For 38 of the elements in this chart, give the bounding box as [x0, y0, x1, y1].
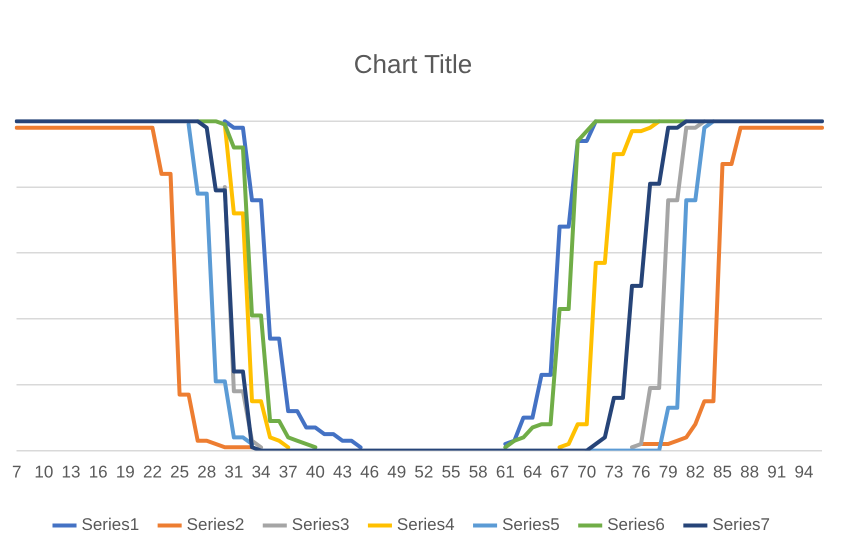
- legend-label: Series1: [82, 515, 140, 534]
- x-tick-label: 28: [197, 462, 216, 482]
- x-tick-label: 82: [686, 462, 705, 482]
- legend-label: Series4: [396, 515, 455, 534]
- legend-label: Series3: [292, 515, 350, 534]
- x-tick-label: 34: [252, 462, 270, 482]
- x-tick-label: 79: [658, 462, 678, 482]
- x-tick-label: 37: [278, 462, 298, 482]
- x-tick-label: 40: [306, 462, 325, 482]
- x-tick-label: 91: [767, 462, 786, 482]
- x-tick-label: 64: [523, 462, 542, 482]
- legend-label: Series5: [502, 515, 560, 534]
- legend-label: Series2: [186, 515, 244, 534]
- x-tick-label: 31: [224, 462, 244, 482]
- x-tick-label: 55: [442, 462, 460, 482]
- x-tick-label: 88: [740, 462, 760, 482]
- x-tick-label: 7: [12, 462, 22, 482]
- x-tick-label: 13: [62, 462, 80, 482]
- x-tick-label: 19: [116, 462, 135, 482]
- x-tick-label: 46: [360, 462, 380, 482]
- x-tick-label: 85: [713, 462, 732, 482]
- x-tick-label: 22: [142, 462, 162, 482]
- legend-label: Series7: [712, 515, 770, 534]
- x-tick-label: 76: [632, 462, 650, 482]
- x-tick-label: 94: [794, 462, 814, 482]
- x-tick-label: 61: [496, 462, 515, 482]
- x-tick-label: 67: [550, 462, 570, 482]
- chart-title: Chart Title: [354, 48, 472, 79]
- x-tick-label: 43: [332, 462, 352, 482]
- x-tick-label: 73: [604, 462, 624, 482]
- x-tick-label: 25: [170, 462, 190, 482]
- legend-label: Series6: [607, 515, 665, 534]
- x-tick-label: 70: [577, 462, 596, 482]
- x-tick-label: 10: [34, 462, 54, 482]
- x-tick-label: 58: [468, 462, 488, 482]
- x-tick-label: 16: [88, 462, 108, 482]
- x-tick-label: 49: [387, 462, 406, 482]
- x-tick-label: 52: [414, 462, 434, 482]
